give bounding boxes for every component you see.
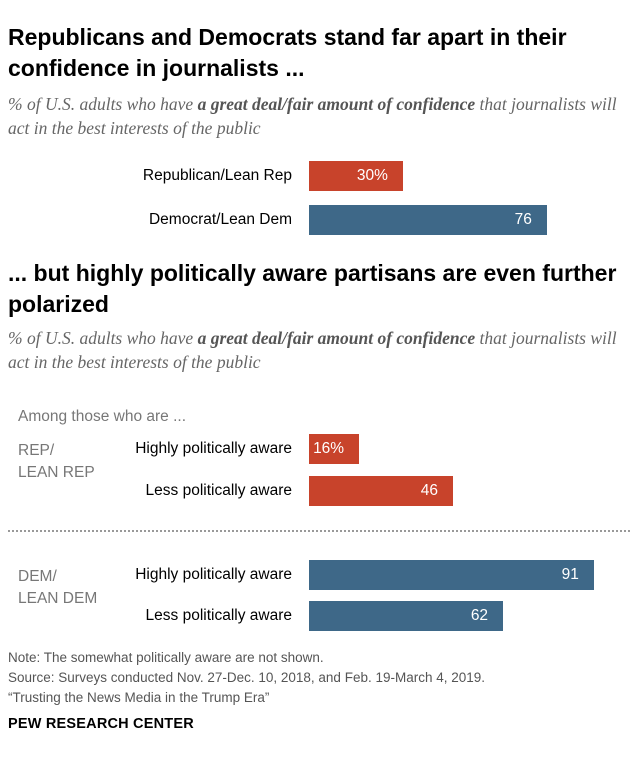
- chart2-dem-highly-aware-value-label: 91: [561, 566, 579, 583]
- chart2-dem-less-aware-bar: [309, 601, 504, 631]
- chart1-title: Republicans and Democrats stand far apar…: [8, 24, 567, 81]
- among-label: Among those who are ...: [18, 408, 187, 425]
- chart1-subtitle: % of U.S. adults who have a great deal/f…: [8, 92, 633, 140]
- chart1-subtitle-prefix: % of U.S. adults who have: [8, 94, 198, 114]
- chart1-rep-category-label: Republican/Lean Rep: [142, 167, 292, 184]
- chart1-rep-bar: [309, 161, 403, 191]
- chart2-dem-less-aware-category-label: Less politically aware: [145, 607, 292, 624]
- pew-research-center-logo: PEW RESEARCH CENTER: [8, 716, 194, 732]
- chart2-rep-highly-aware-category-label: Highly politically aware: [135, 440, 292, 457]
- group-label-rep-line2: LEAN REP: [18, 464, 95, 481]
- footer-report: “Trusting the News Media in the Trump Er…: [8, 690, 270, 705]
- footer-note: Note: The somewhat politically aware are…: [8, 650, 324, 665]
- chart2-dem-less-aware-value-label: 62: [470, 607, 489, 624]
- chart2-subtitle-prefix: % of U.S. adults who have: [8, 328, 198, 348]
- group-label-dem-line2: LEAN DEM: [18, 590, 98, 607]
- group-label-dem: DEM/ LEAN DEM: [18, 566, 97, 610]
- chart2-rep-less-aware-category-label: Less politically aware: [145, 482, 292, 499]
- chart2-rep-highly-aware-value-label: 16%: [313, 440, 345, 457]
- group-label-rep: REP/ LEAN REP: [18, 440, 95, 484]
- chart1-dem-value-label: 76: [514, 211, 532, 228]
- chart1-dem-category-label: Democrat/Lean Dem: [148, 211, 292, 228]
- chart1-subtitle-suffix: that journalists will act in the best in…: [8, 94, 617, 138]
- chart2-dem-highly-aware-bar: [309, 560, 594, 590]
- chart2-subtitle-suffix: that journalists will act in the best in…: [8, 328, 617, 372]
- group-label-rep-line1: REP/: [18, 442, 55, 459]
- group-divider: [8, 530, 630, 532]
- chart2-rep-less-aware-bar: [309, 476, 453, 506]
- chart2-subtitle-emphasis: a great deal/fair amount of confidence: [197, 328, 476, 348]
- group-label-dem-line1: DEM/: [18, 568, 57, 585]
- chart1-rep-value-label: 30%: [356, 167, 388, 184]
- chart2-subtitle: % of U.S. adults who have a great deal/f…: [8, 326, 633, 374]
- chart1-dem-bar: [309, 205, 547, 235]
- footer-source: Source: Surveys conducted Nov. 27-Dec. 1…: [8, 670, 486, 685]
- chart2-title: ... but highly politically aware partisa…: [8, 260, 617, 317]
- chart2-rep-less-aware-value-label: 46: [420, 482, 438, 499]
- chart2-rep-highly-aware-bar: [309, 434, 360, 464]
- chart1-subtitle-emphasis: a great deal/fair amount of confidence: [197, 94, 476, 114]
- chart2-dem-highly-aware-category-label: Highly politically aware: [135, 566, 292, 583]
